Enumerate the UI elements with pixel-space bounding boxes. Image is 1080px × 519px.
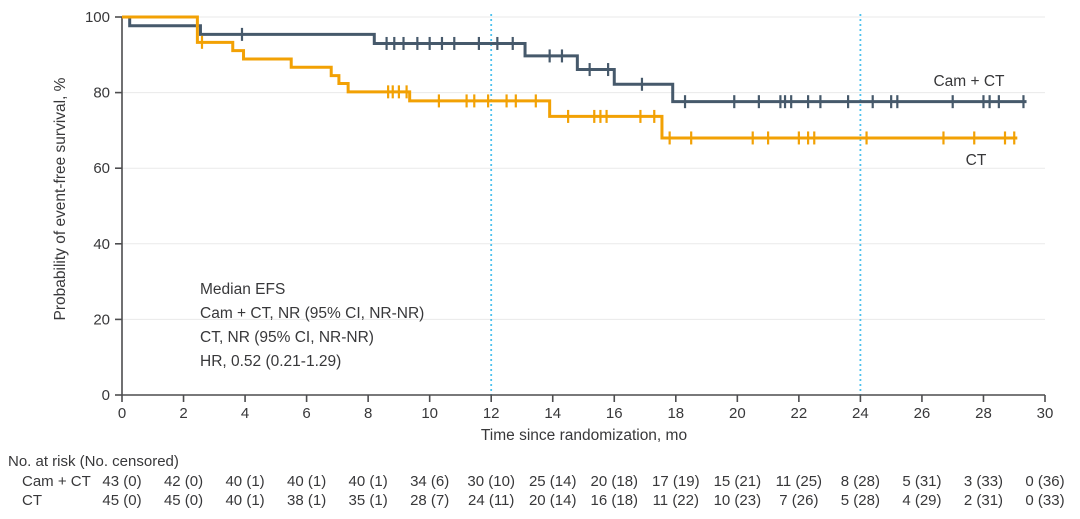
legend-camct-label: Cam + CT	[933, 73, 1005, 90]
risk-cell: 40 (1)	[225, 492, 264, 509]
risk-cell: 28 (7)	[410, 492, 449, 509]
annotation-line-2: Cam + CT, NR (95% CI, NR-NR)	[200, 305, 424, 322]
x-tick-labels: 0 2 4 6 8 10 12 14 16 18 20 22 24 26 28 30	[118, 405, 1054, 422]
risk-cell: 20 (18)	[591, 473, 639, 490]
risk-cell: 34 (6)	[410, 473, 449, 490]
series-ct-curve	[122, 15, 1018, 145]
legend-ct-label: CT	[966, 152, 987, 169]
gridlines	[122, 16, 1045, 320]
y-tick-label: 0	[102, 387, 110, 404]
risk-cell: 42 (0)	[164, 473, 203, 490]
risk-cell: 35 (1)	[349, 492, 388, 509]
km-step-path	[122, 15, 1027, 104]
x-tick-label: 30	[1037, 405, 1054, 422]
x-tick-label: 4	[241, 405, 249, 422]
annotation-block: Median EFS Cam + CT, NR (95% CI, NR-NR) …	[200, 281, 424, 370]
risk-cells: 43 (0) 42 (0) 40 (1) 40 (1) 40 (1) 34 (6) 30 (…	[102, 473, 1064, 509]
series-camct-curve	[122, 15, 1027, 109]
risk-cell: 0 (33)	[1025, 492, 1064, 509]
risk-cell: 40 (1)	[349, 473, 388, 490]
annotation-line-3: CT, NR (95% CI, NR-NR)	[200, 329, 374, 346]
risk-cell: 4 (29)	[902, 492, 941, 509]
x-tick-label: 14	[544, 405, 561, 422]
risk-cell: 5 (31)	[902, 473, 941, 490]
reference-lines	[490, 14, 862, 395]
y-tick-label: 40	[93, 236, 110, 253]
risk-cell: 8 (28)	[841, 473, 880, 490]
risk-cell: 10 (23)	[714, 492, 762, 509]
x-tick-label: 2	[179, 405, 187, 422]
risk-cell: 15 (21)	[714, 473, 762, 490]
risk-cell: 11 (22)	[653, 492, 699, 509]
x-tick-label: 20	[729, 405, 746, 422]
risk-cell: 3 (33)	[964, 473, 1003, 490]
x-tick-label: 26	[914, 405, 931, 422]
risk-cell: 30 (10)	[467, 473, 515, 490]
x-tick-label: 8	[364, 405, 372, 422]
risk-cell: 25 (14)	[529, 473, 577, 490]
x-tick-label: 28	[975, 405, 992, 422]
x-tick-label: 12	[483, 405, 500, 422]
risk-cell: 16 (18)	[591, 492, 639, 509]
x-tick-label: 16	[606, 405, 623, 422]
risk-cell: 0 (36)	[1025, 473, 1064, 490]
x-tick-label: 10	[421, 405, 438, 422]
y-tick-label: 20	[93, 311, 110, 328]
risk-row-label-ct: CT	[22, 492, 42, 509]
km-step-path	[122, 15, 1018, 140]
risk-cell: 5 (28)	[841, 492, 880, 509]
risk-cell: 7 (26)	[779, 492, 818, 509]
risk-cell: 40 (1)	[287, 473, 326, 490]
risk-cell: 45 (0)	[102, 492, 141, 509]
risk-cell: 11 (25)	[776, 473, 822, 490]
risk-table: No. at risk (No. censored) Cam + CT CT 4…	[8, 453, 1065, 509]
y-axis-title: Probability of event-free survival, %	[52, 77, 69, 320]
x-tick-label: 22	[791, 405, 808, 422]
axes	[115, 16, 1046, 402]
y-tick-label: 100	[85, 9, 110, 26]
x-axis-title: Time since randomization, mo	[481, 427, 687, 444]
x-tick-label: 24	[852, 405, 869, 422]
risk-cell: 43 (0)	[102, 473, 141, 490]
risk-cell: 24 (11)	[468, 492, 514, 509]
risk-table-header: No. at risk (No. censored)	[8, 453, 179, 470]
risk-cell: 45 (0)	[164, 492, 203, 509]
risk-cell: 17 (19)	[652, 473, 700, 490]
risk-cell: 20 (14)	[529, 492, 577, 509]
y-tick-label: 80	[93, 85, 110, 102]
risk-row-label-camct: Cam + CT	[22, 473, 91, 490]
risk-cell: 2 (31)	[964, 492, 1003, 509]
risk-cell: 38 (1)	[287, 492, 326, 509]
y-tick-label: 60	[93, 160, 110, 177]
x-tick-label: 18	[667, 405, 684, 422]
x-tick-label: 6	[302, 405, 310, 422]
annotation-line-1: Median EFS	[200, 281, 285, 298]
annotation-line-4: HR, 0.52 (0.21-1.29)	[200, 353, 341, 370]
x-tick-label: 0	[118, 405, 126, 422]
y-tick-labels: 0 20 40 60 80 100	[85, 9, 110, 404]
risk-cell: 40 (1)	[225, 473, 264, 490]
